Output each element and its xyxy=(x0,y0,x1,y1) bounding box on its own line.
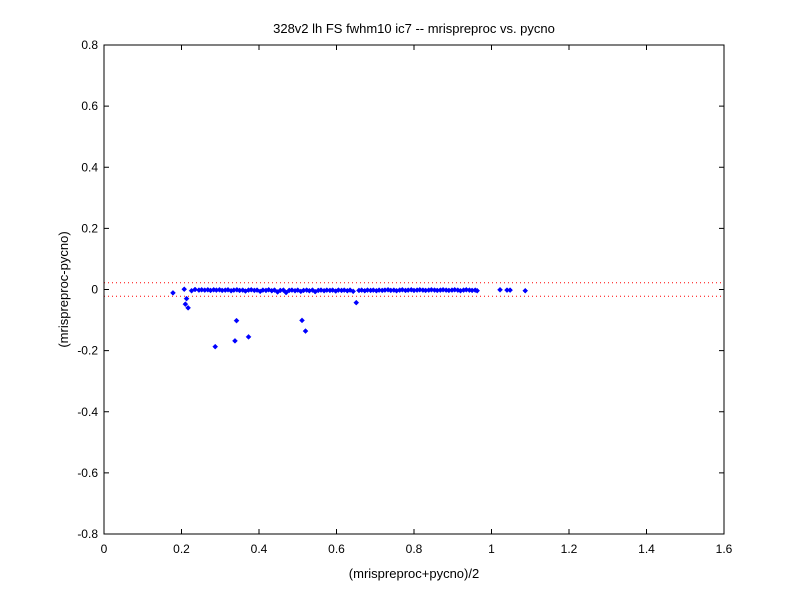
data-point xyxy=(350,288,357,295)
x-axis-ticks: 0 0.2 0.4 0.6 0.8 1 1.2 1.4 1.6 xyxy=(101,45,733,556)
y-tick-label: 0.4 xyxy=(81,160,98,174)
x-tick-label: 0.4 xyxy=(251,542,268,556)
x-axis-label: (mrispreproc+pycno)/2 xyxy=(349,566,479,581)
y-axis-label: (mrispreproc-pycno) xyxy=(56,231,71,347)
data-point xyxy=(232,337,238,344)
y-tick-label: -0.6 xyxy=(77,466,98,480)
data-point xyxy=(185,304,191,311)
data-point xyxy=(183,295,190,302)
x-tick-label: 0.8 xyxy=(406,542,423,556)
x-tick-label: 1.4 xyxy=(638,542,655,556)
x-tick-label: 0.2 xyxy=(173,542,190,556)
data-point xyxy=(522,287,529,294)
data-point xyxy=(181,286,188,293)
data-point xyxy=(353,299,360,306)
data-points xyxy=(170,286,529,350)
y-tick-label: 0.8 xyxy=(81,38,98,52)
data-point xyxy=(507,287,513,293)
data-point xyxy=(299,317,305,324)
data-point xyxy=(170,290,176,296)
x-tick-label: 0 xyxy=(101,542,108,556)
y-tick-label: -0.2 xyxy=(77,344,98,358)
data-point xyxy=(182,301,189,308)
data-point xyxy=(497,286,503,293)
x-tick-label: 1.6 xyxy=(716,542,733,556)
y-axis-ticks: -0.8 -0.6 -0.4 -0.2 0 0.2 0.4 0.6 0.8 xyxy=(77,38,724,541)
x-tick-label: 1.2 xyxy=(561,542,578,556)
data-point xyxy=(245,334,252,340)
data-point xyxy=(302,328,309,334)
data-point xyxy=(233,317,240,324)
data-point xyxy=(474,287,481,294)
y-tick-label: -0.8 xyxy=(77,527,98,541)
x-tick-label: 0.6 xyxy=(328,542,345,556)
reference-lines xyxy=(104,282,724,297)
x-tick-label: 1 xyxy=(488,542,495,556)
data-point xyxy=(212,343,219,350)
y-tick-label: 0 xyxy=(91,283,98,297)
y-tick-label: 0.2 xyxy=(81,221,98,235)
data-point xyxy=(192,286,198,293)
y-tick-label: -0.4 xyxy=(77,405,98,419)
chart-title: 328v2 lh FS fwhm10 ic7 -- mrispreproc vs… xyxy=(273,21,555,36)
y-tick-label: 0.6 xyxy=(81,99,98,113)
